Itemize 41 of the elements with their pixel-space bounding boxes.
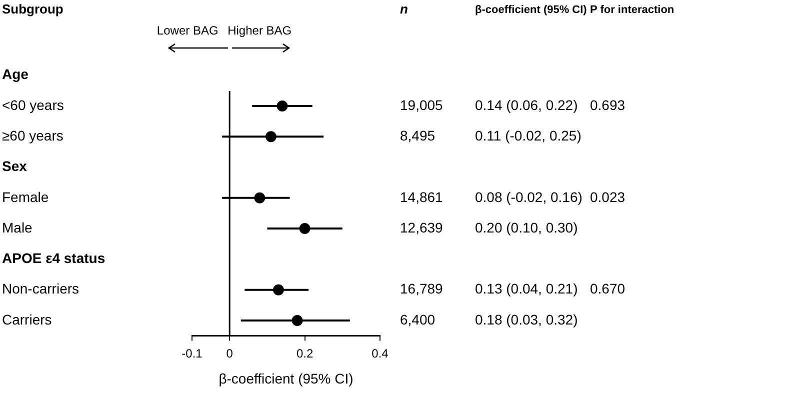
text: Higher BAG <box>228 23 292 38</box>
y-tick-label: Age <box>2 66 29 82</box>
text: Subgroup <box>2 2 64 17</box>
y-tick-label: Female <box>2 188 49 205</box>
point <box>272 284 284 296</box>
data-label: 0.13 (0.04, 0.21) <box>475 280 578 297</box>
text: P for interaction <box>590 4 674 16</box>
data-label: 0.08 (-0.02, 0.16) <box>475 188 582 205</box>
text: 6,400 <box>400 311 436 328</box>
y-tick-label: <60 years <box>2 96 64 113</box>
text: 19,005 <box>400 96 444 113</box>
data-label: 0.20 (0.10, 0.30) <box>475 219 578 236</box>
point <box>292 314 303 326</box>
x-axis-title: β-coefficient (95% CI) <box>218 370 354 386</box>
y-tick-label: Non-carriers <box>2 280 80 297</box>
data-label: 0.11 (-0.02, 0.25) <box>475 127 582 144</box>
text: Lower BAG <box>156 23 218 38</box>
text: 16,789 <box>400 280 444 297</box>
text: 8,495 <box>400 127 436 144</box>
point <box>276 100 288 112</box>
y-tick-label: Male <box>2 219 33 236</box>
x-tick-label: 0.4 <box>372 346 389 360</box>
x-tick-label: -0.1 <box>182 346 203 360</box>
y-tick-label: ≥60 years <box>2 127 64 144</box>
text: 0.693 <box>590 96 626 113</box>
data-label: 0.18 (0.03, 0.32) <box>475 311 578 328</box>
y-tick-label: Sex <box>2 158 28 174</box>
text: 12,639 <box>400 219 444 236</box>
point <box>254 192 266 204</box>
text: 0.023 <box>590 188 626 205</box>
point <box>265 131 276 142</box>
point <box>299 223 310 234</box>
y-tick-label: Carriers <box>2 311 52 328</box>
data-label: 0.14 (0.06, 0.22) <box>475 96 578 113</box>
x-tick-label: 0 <box>226 346 234 360</box>
text: β-coefficient (95% CI) <box>475 4 588 16</box>
x-tick-label: 0.2 <box>296 346 314 360</box>
text: 14,861 <box>400 188 444 205</box>
y-tick-label: APOE ε4 status <box>2 250 106 266</box>
text: 0.670 <box>590 280 626 297</box>
text: n <box>400 2 408 17</box>
